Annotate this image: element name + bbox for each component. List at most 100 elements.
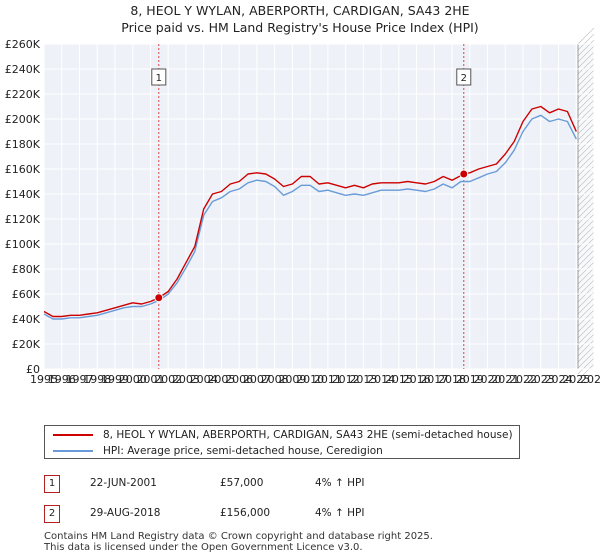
- forecast-hatch-line: [577, 183, 595, 201]
- forecast-hatch-line: [577, 75, 595, 93]
- forecast-hatch-line: [577, 33, 595, 51]
- x-tick-label: 2007: [243, 373, 271, 386]
- property-series-line: [43, 105, 577, 318]
- forecast-hatch-line: [577, 39, 595, 57]
- y-tick-label: £140K: [5, 188, 41, 201]
- forecast-hatch-line: [577, 363, 595, 381]
- footer-licence: This data is licensed under the Open Gov…: [44, 542, 363, 553]
- forecast-hatch-line: [577, 111, 595, 129]
- forecast-hatch-line: [577, 279, 595, 297]
- forecast-hatch-line: [577, 81, 595, 99]
- forecast-hatch-line: [577, 63, 595, 81]
- forecast-hatch-line: [577, 345, 595, 363]
- x-tick-label: 2014: [367, 373, 395, 386]
- forecast-hatch-line: [577, 243, 595, 261]
- legend-swatch-property: [53, 434, 93, 436]
- forecast-hatch-line: [577, 273, 595, 291]
- forecast-hatch-line: [577, 225, 595, 243]
- forecast-hatch-line: [577, 261, 595, 279]
- x-tick-label: 1997: [65, 373, 93, 386]
- y-tick-label: £120K: [5, 213, 41, 226]
- x-tick-label: 2011: [314, 373, 342, 386]
- forecast-hatch-line: [577, 321, 595, 339]
- x-tick-label: 1996: [48, 373, 76, 386]
- sale-hpi-change: 4% ↑ HPI: [315, 507, 365, 519]
- forecast-hatch-line: [577, 27, 595, 45]
- x-tick-label: 2003: [172, 373, 200, 386]
- x-tick-label: 2013: [349, 373, 377, 386]
- chart-title-line1: 8, HEOL Y WYLAN, ABERPORTH, CARDIGAN, SA…: [130, 3, 470, 18]
- forecast-hatch-line: [577, 45, 595, 63]
- sale-marker-badge: 1: [151, 68, 167, 86]
- forecast-region: [578, 44, 594, 369]
- forecast-hatch-line: [577, 303, 595, 321]
- y-tick-label: £200K: [5, 113, 41, 126]
- forecast-hatch-line: [577, 87, 595, 105]
- x-tick-label: 2005: [207, 373, 235, 386]
- sale-point: [459, 169, 469, 179]
- y-tick-label: £240K: [5, 63, 41, 76]
- x-tick-label: 2015: [385, 373, 413, 386]
- x-tick-label: 2023: [527, 373, 555, 386]
- forecast-hatch-line: [577, 327, 595, 345]
- sale-badge: 1: [44, 475, 60, 493]
- chart-title-line2: Price paid vs. HM Land Registry's House …: [121, 20, 479, 35]
- sale-marker-badge-box: [456, 68, 472, 86]
- sale-price: £57,000: [220, 477, 264, 489]
- forecast-hatch-line: [577, 177, 595, 195]
- forecast-hatch-line: [577, 267, 595, 285]
- y-tick-label: £180K: [5, 138, 41, 151]
- forecast-hatch-line: [577, 339, 595, 357]
- legend-label-hpi: HPI: Average price, semi-detached house,…: [103, 445, 383, 457]
- forecast-hatch-line: [577, 195, 595, 213]
- y-tick-label: £40K: [12, 313, 41, 326]
- y-tick-label: £20K: [12, 338, 41, 351]
- x-tick-label: 2026: [580, 373, 600, 386]
- x-tick-label: 2006: [225, 373, 253, 386]
- forecast-hatch-line: [577, 69, 595, 87]
- forecast-hatch-line: [577, 357, 595, 375]
- forecast-hatch-line: [577, 333, 595, 351]
- x-tick-label: 2004: [190, 373, 218, 386]
- x-tick-label: 2008: [261, 373, 289, 386]
- forecast-hatch-line: [577, 231, 595, 249]
- forecast-hatch-line: [577, 219, 595, 237]
- sale-marker-badge: 2: [456, 68, 472, 86]
- sale-date: 22-JUN-2001: [90, 477, 157, 489]
- forecast-hatch-line: [577, 129, 595, 147]
- x-tick-label: 1998: [83, 373, 111, 386]
- chart-legend: 8, HEOL Y WYLAN, ABERPORTH, CARDIGAN, SA…: [44, 425, 520, 459]
- y-tick-label: £220K: [5, 88, 41, 101]
- x-tick-label: 2016: [403, 373, 431, 386]
- x-tick-label: 2018: [438, 373, 466, 386]
- sale-date: 29-AUG-2018: [90, 507, 161, 519]
- x-tick-label: 2019: [456, 373, 484, 386]
- sale-badge: 2: [44, 505, 60, 523]
- forecast-hatch-line: [577, 159, 595, 177]
- footer-copyright: Contains HM Land Registry data © Crown c…: [44, 531, 433, 542]
- forecast-hatch-line: [577, 141, 595, 159]
- forecast-hatch-line: [577, 207, 595, 225]
- sale-row-2: 2 29-AUG-2018 £156,000 4% ↑ HPI: [44, 505, 564, 525]
- x-tick-label: 2010: [296, 373, 324, 386]
- y-tick-label: £60K: [12, 288, 41, 301]
- forecast-hatch-line: [577, 171, 595, 189]
- sale-point: [154, 293, 164, 303]
- forecast-hatch-line: [577, 99, 595, 117]
- sale-marker-badge-label: 1: [156, 73, 162, 84]
- chart-title: 8, HEOL Y WYLAN, ABERPORTH, CARDIGAN, SA…: [0, 2, 600, 36]
- x-tick-label: 2000: [119, 373, 147, 386]
- forecast-hatch-line: [577, 351, 595, 369]
- sale-marker-badge-label: 2: [461, 73, 467, 84]
- plot-area: [44, 44, 594, 369]
- legend-label-property: 8, HEOL Y WYLAN, ABERPORTH, CARDIGAN, SA…: [103, 429, 513, 441]
- forecast-hatch-line: [577, 309, 595, 327]
- y-tick-label: £100K: [5, 238, 41, 251]
- forecast-hatch-line: [577, 249, 595, 267]
- x-tick-label: 2025: [562, 373, 590, 386]
- x-tick-label: 2001: [136, 373, 164, 386]
- x-tick-label: 1999: [101, 373, 129, 386]
- x-tick-label: 2012: [332, 373, 360, 386]
- forecast-hatch-line: [577, 237, 595, 255]
- forecast-hatch-line: [577, 93, 595, 111]
